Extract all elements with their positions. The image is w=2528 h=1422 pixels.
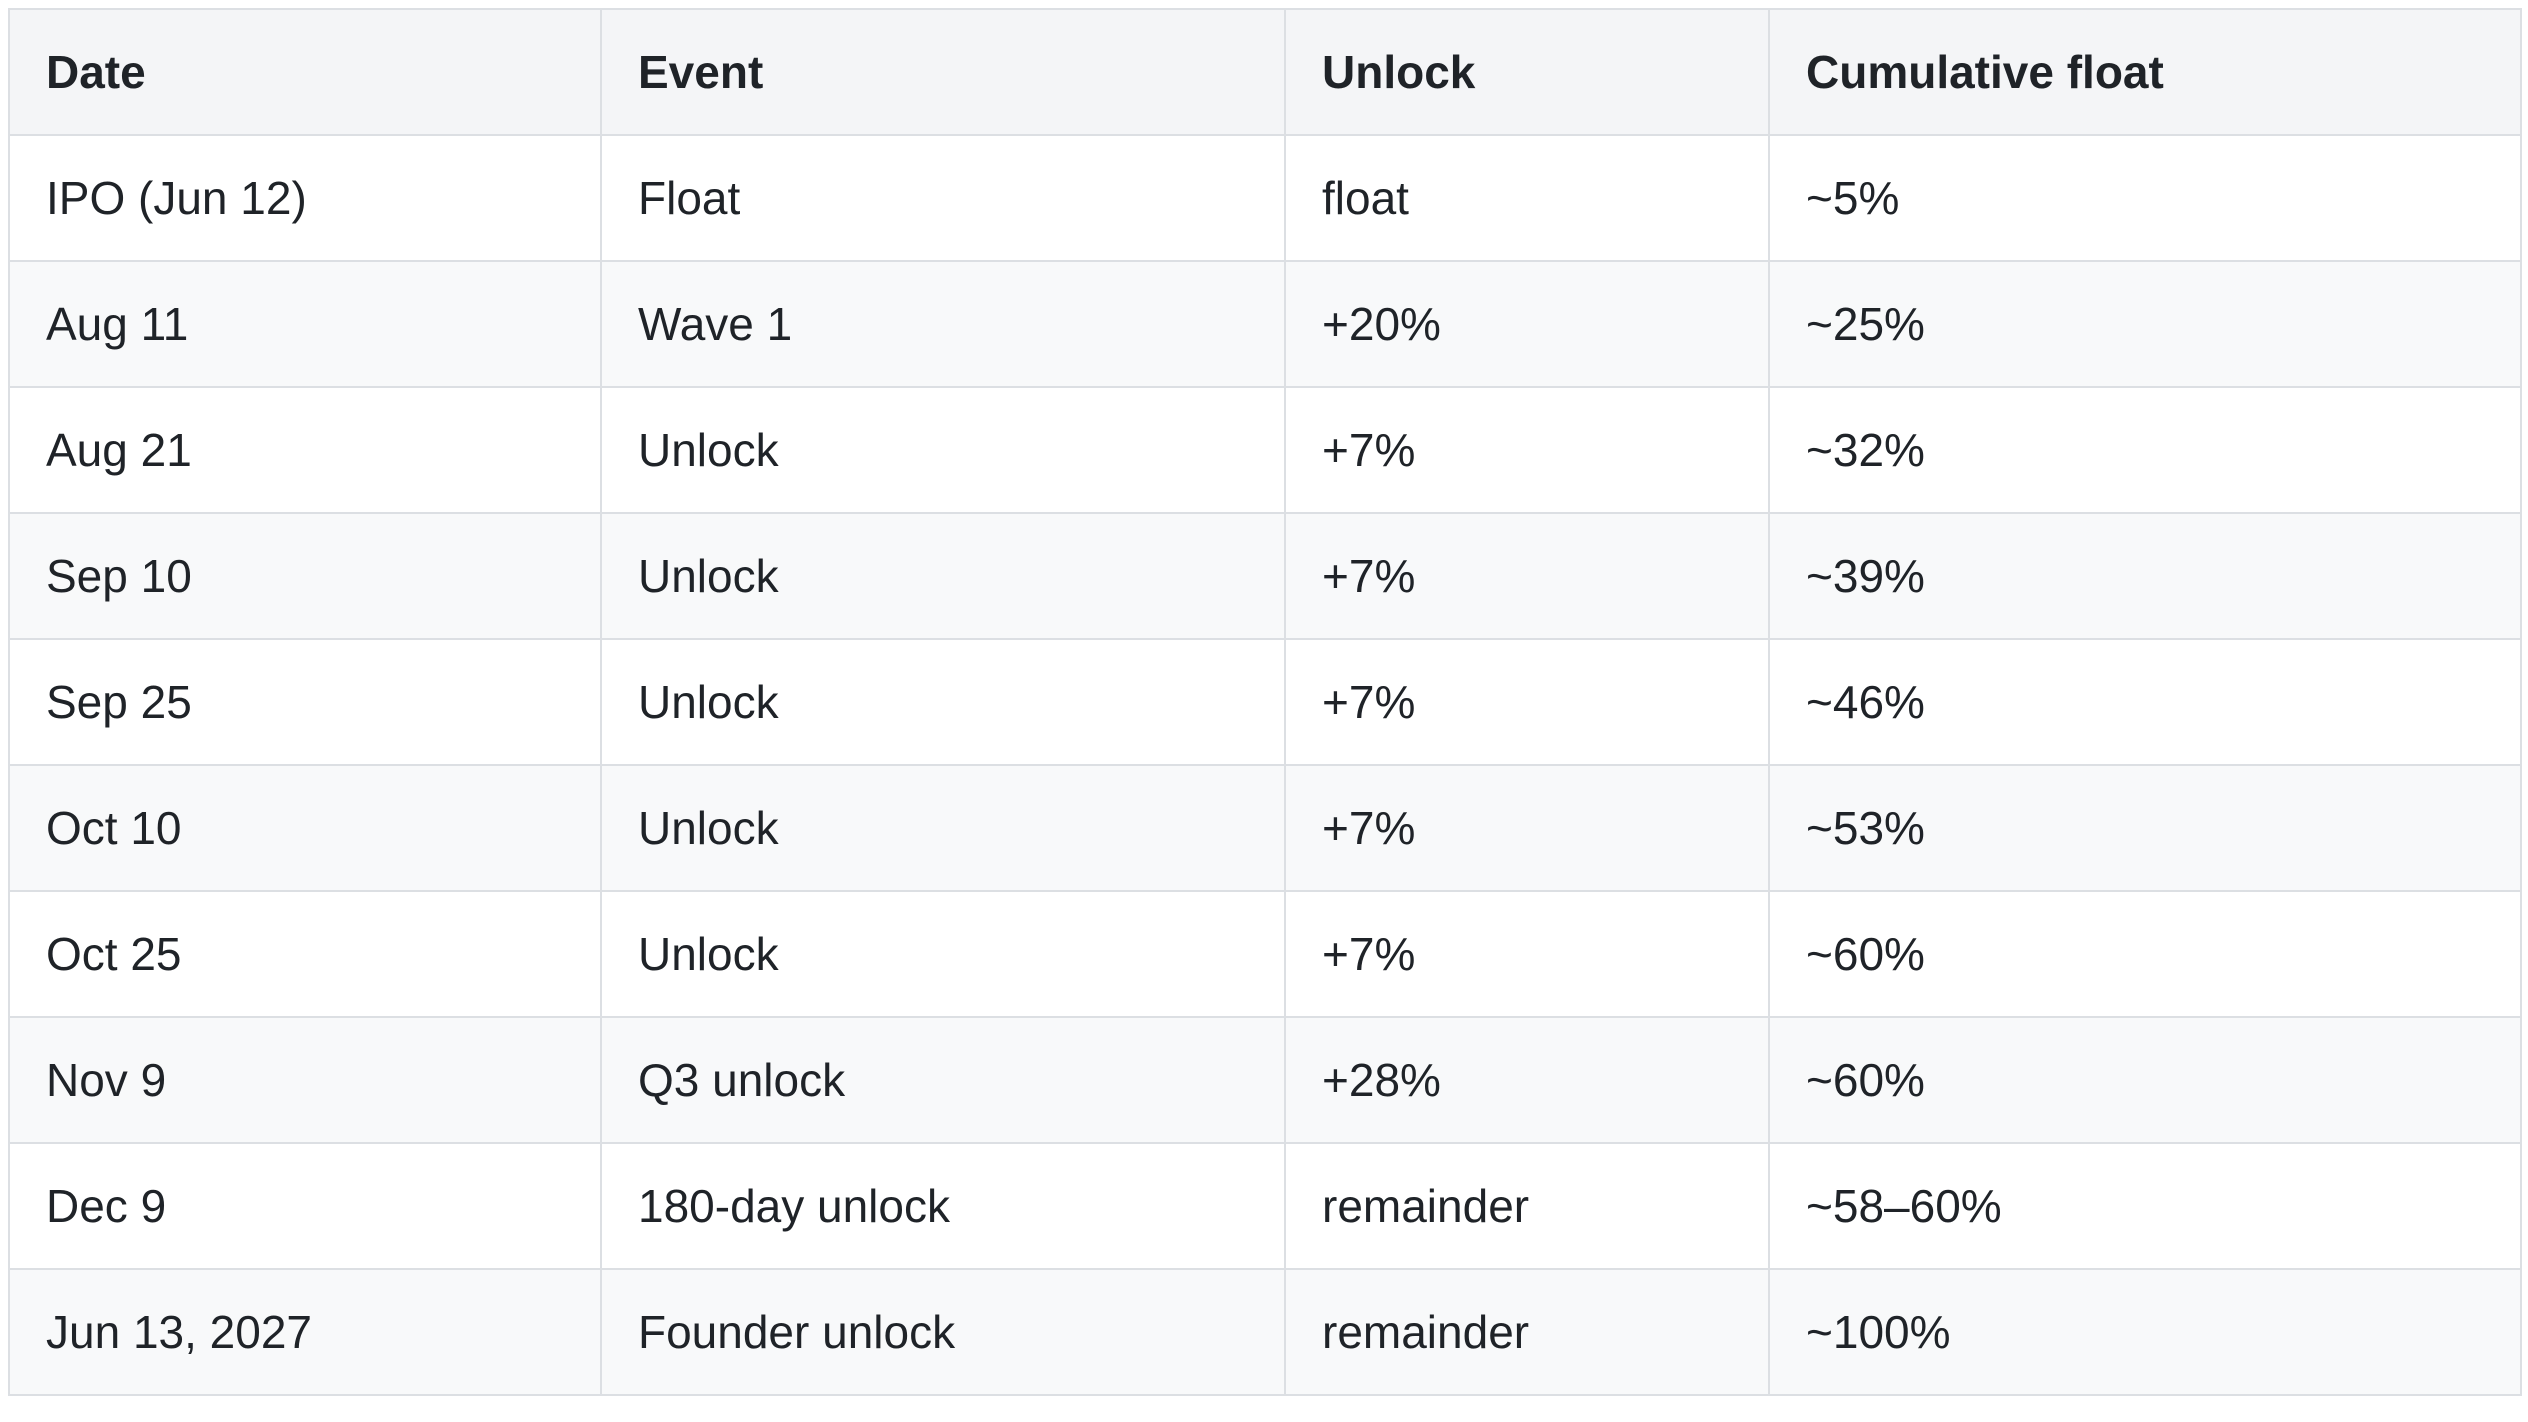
table-row: IPO (Jun 12) Float float ~5% (8, 134, 2522, 262)
cell-cumulative-float: ~5% (1768, 134, 2522, 262)
cell-cumulative-float: ~25% (1768, 260, 2522, 388)
cell-date: Aug 21 (8, 386, 602, 514)
table-row: Sep 10 Unlock +7% ~39% (8, 512, 2522, 640)
cell-date: Sep 10 (8, 512, 602, 640)
cell-event: 180-day unlock (600, 1142, 1286, 1270)
cell-cumulative-float: ~60% (1768, 890, 2522, 1018)
cell-cumulative-float: ~100% (1768, 1268, 2522, 1396)
cell-cumulative-float: ~46% (1768, 638, 2522, 766)
table-row: Sep 25 Unlock +7% ~46% (8, 638, 2522, 766)
cell-date: Jun 13, 2027 (8, 1268, 602, 1396)
cell-cumulative-float: ~39% (1768, 512, 2522, 640)
cell-unlock: +7% (1284, 890, 1770, 1018)
table-row: Dec 9 180-day unlock remainder ~58–60% (8, 1142, 2522, 1270)
header-cumulative-float: Cumulative float (1768, 8, 2522, 136)
cell-unlock: remainder (1284, 1142, 1770, 1270)
cell-date: Dec 9 (8, 1142, 602, 1270)
cell-event: Unlock (600, 890, 1286, 1018)
table-row: Aug 11 Wave 1 +20% ~25% (8, 260, 2522, 388)
cell-unlock: +20% (1284, 260, 1770, 388)
table-row: Jun 13, 2027 Founder unlock remainder ~1… (8, 1268, 2522, 1396)
cell-unlock: +7% (1284, 386, 1770, 514)
cell-event: Float (600, 134, 1286, 262)
header-unlock: Unlock (1284, 8, 1770, 136)
cell-date: Oct 25 (8, 890, 602, 1018)
table-header: Date Event Unlock Cumulative float (8, 8, 2522, 136)
cell-unlock: float (1284, 134, 1770, 262)
cell-date: Oct 10 (8, 764, 602, 892)
cell-unlock: remainder (1284, 1268, 1770, 1396)
cell-unlock: +28% (1284, 1016, 1770, 1144)
cell-cumulative-float: ~58–60% (1768, 1142, 2522, 1270)
cell-event: Q3 unlock (600, 1016, 1286, 1144)
cell-cumulative-float: ~53% (1768, 764, 2522, 892)
unlock-schedule-table-container: Date Event Unlock Cumulative float IPO (… (8, 8, 2522, 1396)
header-event: Event (600, 8, 1286, 136)
table-row: Aug 21 Unlock +7% ~32% (8, 386, 2522, 514)
table-row: Oct 25 Unlock +7% ~60% (8, 890, 2522, 1018)
cell-date: Nov 9 (8, 1016, 602, 1144)
cell-event: Unlock (600, 638, 1286, 766)
cell-date: IPO (Jun 12) (8, 134, 602, 262)
header-row: Date Event Unlock Cumulative float (8, 8, 2522, 136)
cell-event: Unlock (600, 512, 1286, 640)
header-date: Date (8, 8, 602, 136)
unlock-schedule-table: Date Event Unlock Cumulative float IPO (… (8, 8, 2522, 1396)
cell-date: Aug 11 (8, 260, 602, 388)
cell-unlock: +7% (1284, 638, 1770, 766)
cell-event: Unlock (600, 764, 1286, 892)
cell-event: Unlock (600, 386, 1286, 514)
cell-event: Founder unlock (600, 1268, 1286, 1396)
table-row: Nov 9 Q3 unlock +28% ~60% (8, 1016, 2522, 1144)
table-body: IPO (Jun 12) Float float ~5% Aug 11 Wave… (8, 134, 2522, 1396)
cell-date: Sep 25 (8, 638, 602, 766)
cell-event: Wave 1 (600, 260, 1286, 388)
table-row: Oct 10 Unlock +7% ~53% (8, 764, 2522, 892)
cell-unlock: +7% (1284, 512, 1770, 640)
cell-cumulative-float: ~60% (1768, 1016, 2522, 1144)
cell-cumulative-float: ~32% (1768, 386, 2522, 514)
cell-unlock: +7% (1284, 764, 1770, 892)
